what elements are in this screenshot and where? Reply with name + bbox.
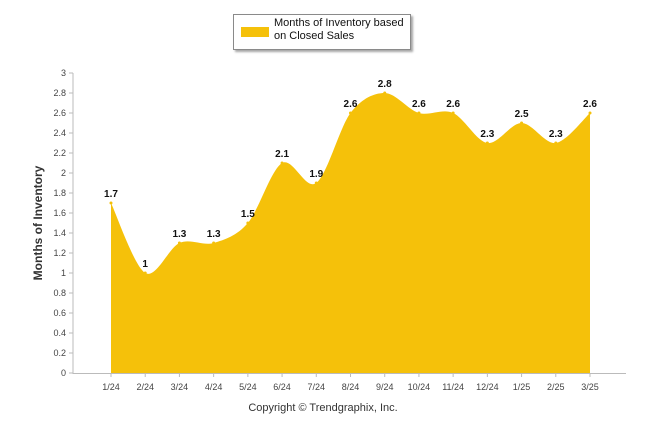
data-label: 2.6 bbox=[412, 99, 426, 110]
data-label: 1.3 bbox=[207, 229, 221, 240]
x-tick-label: 2/24 bbox=[136, 382, 154, 392]
y-tick-label: 2.2 bbox=[53, 148, 66, 158]
y-tick-label: 1.2 bbox=[53, 248, 66, 258]
y-tick-label: 0.6 bbox=[53, 308, 66, 318]
x-tick-label: 7/24 bbox=[308, 382, 326, 392]
data-point bbox=[349, 111, 352, 115]
x-tick-label: 4/24 bbox=[205, 382, 223, 392]
data-label: 2.1 bbox=[275, 149, 289, 160]
x-tick-label: 5/24 bbox=[239, 382, 257, 392]
y-tick-label: 3 bbox=[61, 68, 66, 78]
data-point bbox=[451, 111, 455, 115]
x-tick-label: 3/25 bbox=[581, 382, 599, 392]
data-point bbox=[554, 141, 558, 145]
x-tick-label: 2/25 bbox=[547, 382, 565, 392]
data-point bbox=[383, 91, 387, 95]
y-tick-label: 0.4 bbox=[53, 328, 66, 338]
data-label: 1.9 bbox=[309, 169, 323, 180]
y-tick-label: 2.6 bbox=[53, 108, 66, 118]
x-tick-label: 10/24 bbox=[408, 382, 431, 392]
y-tick-label: 0.2 bbox=[53, 348, 66, 358]
y-tick-label: 0.8 bbox=[53, 288, 66, 298]
data-point bbox=[246, 221, 250, 225]
x-tick-label: 1/24 bbox=[102, 382, 120, 392]
data-point bbox=[314, 181, 318, 185]
data-label: 2.6 bbox=[583, 99, 597, 110]
y-tick-label: 2.4 bbox=[53, 128, 66, 138]
copyright-text: Copyright © Trendgraphix, Inc. bbox=[248, 402, 398, 414]
y-tick-label: 0 bbox=[61, 368, 66, 378]
data-label: 2.6 bbox=[446, 99, 460, 110]
legend-label: Months of Inventory based on Closed Sale… bbox=[274, 17, 404, 42]
x-tick-label: 11/24 bbox=[442, 382, 464, 392]
data-point bbox=[143, 271, 147, 275]
x-tick-label: 12/24 bbox=[476, 382, 499, 392]
y-tick-label: 1.4 bbox=[53, 228, 66, 238]
series-area bbox=[111, 93, 590, 373]
data-label: 2.6 bbox=[344, 99, 358, 110]
data-point bbox=[109, 201, 113, 205]
x-tick-label: 6/24 bbox=[273, 382, 291, 392]
data-point bbox=[520, 121, 524, 125]
y-tick-label: 1.6 bbox=[53, 208, 66, 218]
data-label: 1.3 bbox=[172, 229, 186, 240]
data-label: 2.5 bbox=[515, 109, 529, 120]
y-tick-label: 1 bbox=[61, 268, 66, 278]
data-label: 2.8 bbox=[378, 79, 392, 90]
x-tick-label: 8/24 bbox=[342, 382, 360, 392]
data-point bbox=[177, 241, 181, 245]
data-label: 1 bbox=[142, 259, 148, 270]
data-label: 1.7 bbox=[104, 189, 118, 200]
data-label: 2.3 bbox=[480, 129, 494, 140]
y-tick-label: 2.8 bbox=[53, 88, 66, 98]
y-tick-label: 2 bbox=[61, 168, 66, 178]
data-point bbox=[417, 111, 421, 115]
data-point bbox=[212, 241, 216, 245]
data-point bbox=[588, 111, 592, 115]
y-tick-label: 1.8 bbox=[53, 188, 66, 198]
x-tick-label: 3/24 bbox=[171, 382, 189, 392]
data-point bbox=[485, 141, 489, 145]
x-tick-label: 9/24 bbox=[376, 382, 394, 392]
data-label: 1.5 bbox=[241, 209, 255, 220]
y-axis-title: Months of Inventory bbox=[31, 165, 45, 280]
data-point bbox=[280, 161, 284, 165]
legend: Months of Inventory based on Closed Sale… bbox=[233, 14, 411, 50]
data-label: 2.3 bbox=[549, 129, 563, 140]
x-tick-label: 1/25 bbox=[513, 382, 531, 392]
legend-swatch bbox=[241, 27, 269, 37]
